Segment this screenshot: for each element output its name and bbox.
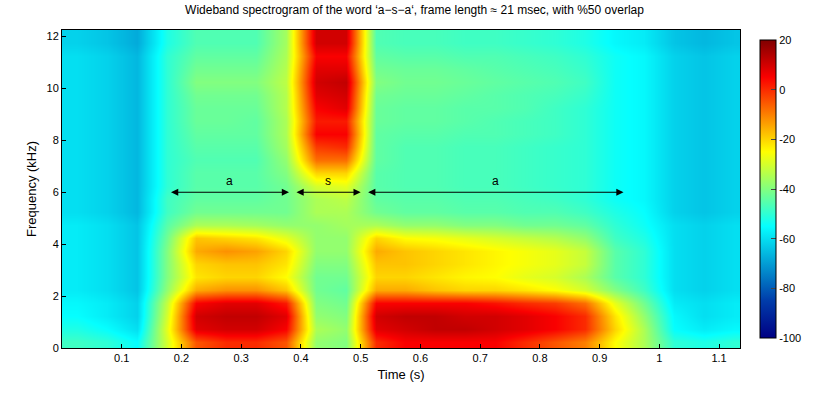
svg-text:0.7: 0.7: [473, 352, 488, 364]
svg-text:0: 0: [779, 84, 785, 96]
svg-text:0.6: 0.6: [413, 352, 428, 364]
svg-text:0.2: 0.2: [174, 352, 189, 364]
svg-text:0: 0: [53, 342, 59, 354]
svg-text:1.1: 1.1: [711, 352, 726, 364]
svg-text:s: s: [325, 174, 331, 188]
svg-text:0.9: 0.9: [592, 352, 607, 364]
svg-text:Frequency (kHz): Frequency (kHz): [24, 141, 39, 237]
svg-text:Wideband spectrogram of the wo: Wideband spectrogram of the word ‘a−s−a‘…: [185, 3, 644, 17]
svg-text:0.5: 0.5: [353, 352, 368, 364]
svg-text:-80: -80: [779, 282, 795, 294]
svg-text:1: 1: [656, 352, 662, 364]
svg-text:12: 12: [47, 30, 59, 42]
svg-text:Time (s): Time (s): [377, 367, 424, 382]
svg-text:2: 2: [53, 290, 59, 302]
svg-text:0.1: 0.1: [114, 352, 129, 364]
svg-text:8: 8: [53, 134, 59, 146]
svg-text:0.3: 0.3: [234, 352, 249, 364]
svg-text:10: 10: [47, 82, 59, 94]
svg-text:a: a: [226, 174, 233, 188]
svg-text:a: a: [492, 174, 499, 188]
svg-text:-100: -100: [779, 332, 801, 344]
svg-text:-20: -20: [779, 133, 795, 145]
svg-text:20: 20: [779, 34, 791, 46]
svg-text:0.8: 0.8: [532, 352, 547, 364]
svg-text:4: 4: [53, 238, 59, 250]
svg-text:6: 6: [53, 186, 59, 198]
svg-text:-60: -60: [779, 233, 795, 245]
svg-text:-40: -40: [779, 183, 795, 195]
svg-text:0.4: 0.4: [293, 352, 308, 364]
